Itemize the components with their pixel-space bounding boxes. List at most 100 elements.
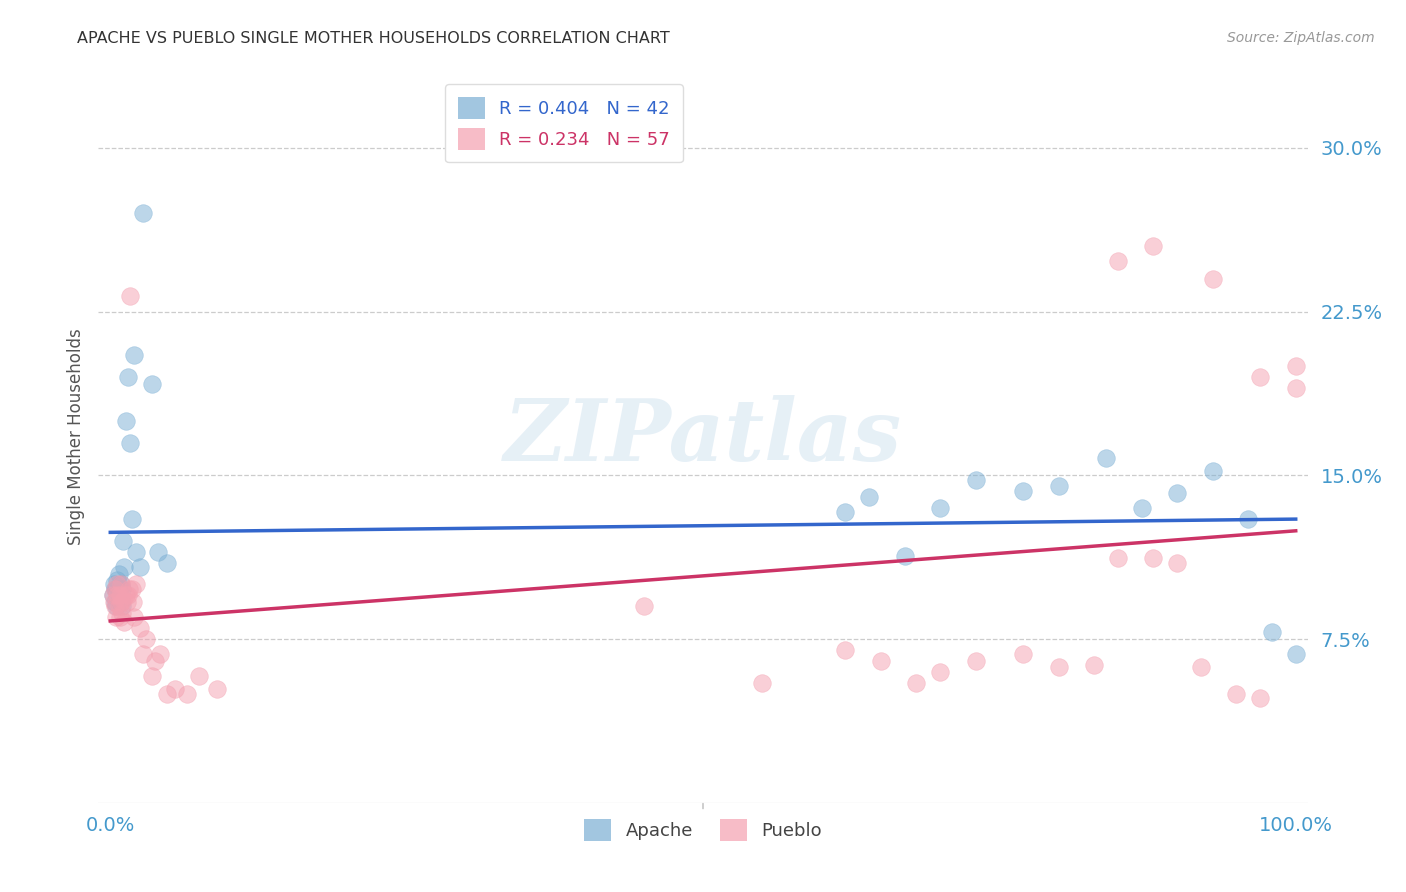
Point [107,599,129,614]
Point [1012,483,1035,498]
Point [110,577,132,591]
Point [103,595,125,609]
Point [135,632,157,646]
Point [869,654,891,668]
Point [1083,658,1105,673]
Point [125,545,148,559]
Point [1202,272,1225,286]
Point [122,348,145,362]
Point [1047,660,1070,674]
Point [111,606,134,620]
Point [104,582,127,596]
Point [108,610,131,624]
Point [965,654,987,668]
Point [141,669,163,683]
Point [112,533,135,548]
Point [114,588,136,602]
Text: APACHE VS PUEBLO SINGLE MOTHER HOUSEHOLDS CORRELATION CHART: APACHE VS PUEBLO SINGLE MOTHER HOUSEHOLD… [77,31,671,46]
Point [112,592,135,607]
Point [1225,687,1247,701]
Point [1237,512,1260,526]
Point [115,595,138,609]
Point [1189,660,1212,674]
Point [114,414,136,428]
Point [1166,556,1188,570]
Point [111,599,134,614]
Point [105,610,128,624]
Point [929,665,952,679]
Point [121,512,143,526]
Point [156,556,179,570]
Point [965,473,987,487]
Point [1012,648,1035,662]
Point [105,573,128,587]
Point [121,582,143,596]
Point [1142,239,1164,253]
Point [143,654,166,668]
Text: Source: ZipAtlas.com: Source: ZipAtlas.com [1227,31,1375,45]
Point [107,588,129,602]
Text: ZIPatlas: ZIPatlas [503,395,903,479]
Point [146,545,169,559]
Point [858,490,880,504]
Point [1285,648,1308,662]
Point [125,577,148,591]
Point [1142,551,1164,566]
Point [188,669,211,683]
Point [121,595,143,609]
Point [1249,691,1271,706]
Point [118,582,141,596]
Point [834,505,856,519]
Point [104,595,127,609]
Point [132,206,155,220]
Point [929,501,952,516]
Point [156,687,179,701]
Point [1107,551,1129,566]
Point [129,621,152,635]
Point [1047,479,1070,493]
Point [1249,370,1271,384]
Point [834,643,856,657]
Point [122,610,145,624]
Point [1285,381,1308,395]
Point [1285,359,1308,373]
Point [108,588,131,602]
Point [114,560,136,574]
Point [905,675,928,690]
Point [633,599,655,614]
Point [111,582,134,596]
Point [149,648,172,662]
Point [114,615,136,629]
Point [120,435,142,450]
Point [104,599,127,614]
Point [110,595,132,609]
Point [1261,625,1284,640]
Y-axis label: Single Mother Households: Single Mother Households [66,329,84,545]
Point [108,582,131,596]
Point [108,595,131,609]
Point [751,675,773,690]
Point [110,592,132,607]
Point [110,577,132,591]
Point [141,376,163,391]
Point [103,577,125,591]
Point [105,582,128,596]
Point [101,588,124,602]
Point [1202,464,1225,478]
Point [117,370,139,384]
Point [1107,254,1129,268]
Point [176,687,198,701]
Point [117,588,139,602]
Point [105,588,128,602]
Point [101,588,124,602]
Point [129,560,152,574]
Point [1166,485,1188,500]
Point [893,549,915,563]
Point [107,566,129,581]
Legend: Apache, Pueblo: Apache, Pueblo [576,812,830,848]
Point [205,682,228,697]
Point [1130,501,1153,516]
Point [120,289,142,303]
Point [104,582,127,596]
Point [165,682,187,697]
